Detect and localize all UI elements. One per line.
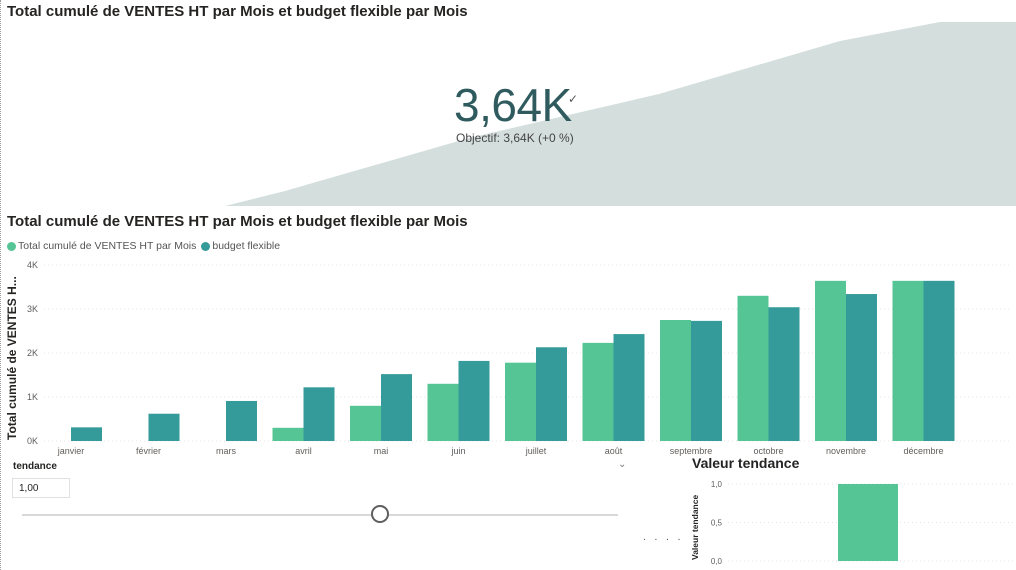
bar-budget[interactable] [148,413,180,441]
x-tick-label: juillet [525,446,547,456]
small-y-tick-label: 1,0 [711,480,723,489]
x-tick-label: octobre [753,446,783,456]
kpi-trend-area [225,22,1016,206]
x-tick-label: août [605,446,623,456]
x-tick-label: mars [216,446,236,456]
bar-budget[interactable] [691,320,722,441]
slicer-title: tendance [13,461,57,472]
y-tick-label: 0K [27,436,38,446]
x-tick-label: novembre [826,446,866,456]
kpi-trend-fill [225,22,1016,206]
bar-sales[interactable] [737,295,769,441]
small-y-tick-label: 0,0 [711,557,723,566]
x-tick-label: juin [450,446,465,456]
slicer-value-input[interactable]: 1,00 [12,478,70,498]
kpi-card[interactable]: Total cumulé de VENTES HT par Mois et bu… [2,0,1016,208]
check-icon: ✓ [568,92,579,106]
x-tick-label: février [136,446,161,456]
x-tick-label: avril [295,446,312,456]
bar-budget[interactable] [71,427,102,441]
bar-chart-plot[interactable]: 0K 1K 2K 3K 4K janvier février mars avril mai juin… [0,255,1016,460]
legend-item-budget[interactable]: budget flexible [201,240,280,252]
x-tick-label: janvier [57,446,85,456]
bar-sales[interactable] [350,405,381,441]
bar-sales[interactable] [815,280,846,441]
slider-track[interactable] [22,514,618,516]
slider-thumb[interactable] [370,505,389,523]
bar-chart-title: Total cumulé de VENTES HT par Mois et bu… [7,213,468,230]
small-y-tick-label: 0,5 [711,519,723,528]
bar-sales[interactable] [272,427,304,441]
y-tick-label: 4K [27,260,38,270]
chevron-down-icon[interactable]: ⌄ [618,459,627,470]
bar-budget[interactable] [303,387,335,441]
bar-budget[interactable] [226,400,257,441]
bar-budget[interactable] [381,374,412,441]
x-tick-label: septembre [670,446,713,456]
legend-label-sales: Total cumulé de VENTES HT par Mois [18,240,197,252]
bar-sales[interactable] [660,320,691,441]
small-bar[interactable] [838,484,898,561]
bar-sales[interactable] [582,342,614,441]
kpi-title: Total cumulé de VENTES HT par Mois et bu… [7,3,468,20]
bar-budget[interactable] [458,360,490,441]
bar-budget[interactable] [536,347,567,441]
bar-budget[interactable] [846,294,877,441]
x-tick-label: mai [374,446,389,456]
bar-sales[interactable] [427,383,459,441]
small-chart-title: Valeur tendance [692,455,800,471]
y-tick-label: 2K [27,348,38,358]
small-chart-y-axis-title: Valeur tendance [690,494,700,560]
small-chart-plot[interactable]: 0,0 0,5 1,0 [700,474,1016,570]
bar-chart-legend[interactable]: Total cumulé de VENTES HT par Mois budge… [7,240,285,252]
bar-sales[interactable] [892,280,924,441]
more-options-dots[interactable]: . . . . [643,532,684,543]
legend-item-sales[interactable]: Total cumulé de VENTES HT par Mois [7,240,196,252]
kpi-goal: Objectif: 3,64K (+0 %) [456,131,574,145]
y-tick-label: 3K [27,304,38,314]
legend-dot-budget [201,241,211,251]
x-tick-label: décembre [903,446,943,456]
y-tick-label: 1K [27,392,38,402]
legend-label-budget: budget flexible [212,240,281,252]
bar-budget[interactable] [768,307,800,441]
bar-sales[interactable] [505,362,536,441]
bar-budget[interactable] [613,334,645,441]
page-edge-rule [0,0,2,570]
legend-dot-sales [7,241,16,251]
bar-budget[interactable] [923,280,955,441]
kpi-value: 3,64K [454,79,572,131]
